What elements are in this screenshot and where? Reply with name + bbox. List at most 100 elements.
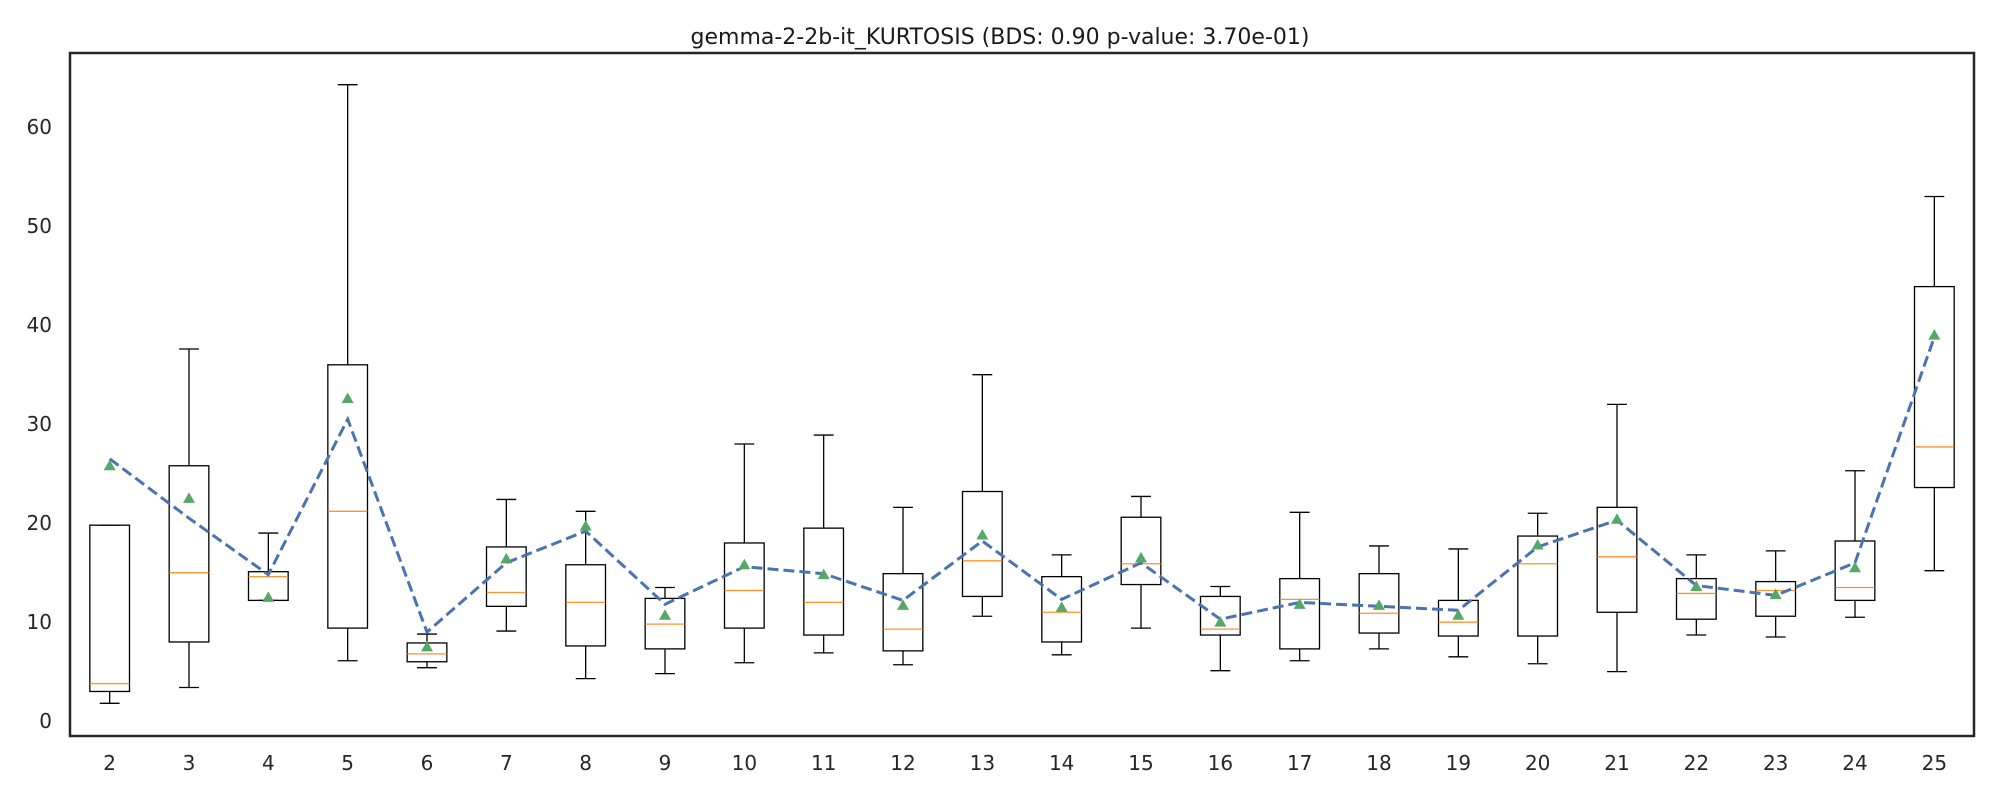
mean-marker: [1055, 601, 1068, 612]
mean-marker: [1135, 551, 1147, 563]
mean-marker: [262, 591, 275, 602]
box-group: [327, 84, 369, 662]
y-tick-label: 20: [27, 511, 52, 535]
mean-marker: [976, 529, 989, 540]
x-tick-label: 25: [1922, 751, 1947, 775]
trend-layer: [108, 336, 1936, 635]
x-tick-label: 18: [1366, 751, 1391, 775]
y-tick-label: 10: [27, 610, 52, 634]
x-tick-label: 10: [732, 751, 757, 775]
x-tick-label: 3: [183, 751, 196, 775]
mean-marker: [1611, 513, 1623, 524]
x-tick-label: 5: [341, 751, 354, 775]
box-group: [485, 498, 527, 632]
x-tick-label: 11: [811, 751, 836, 775]
box-group: [803, 434, 845, 654]
box-group: [961, 374, 1003, 617]
x-tick-label: 21: [1604, 751, 1629, 775]
box-iqr: [1755, 580, 1797, 617]
mean-marker: [738, 558, 751, 570]
box-iqr: [1596, 506, 1638, 613]
box-iqr: [1517, 535, 1559, 637]
box-group: [1596, 403, 1638, 673]
y-tick-label: 0: [39, 709, 52, 733]
box-group: [1517, 512, 1559, 665]
y-tick-label: 50: [27, 214, 52, 238]
box-group: [1437, 548, 1479, 658]
mean-markers-layer: [103, 329, 1941, 652]
box-iqr: [723, 542, 765, 629]
box-group: [644, 586, 686, 675]
trend-line: [108, 336, 1936, 635]
y-tick-label: 60: [27, 115, 52, 139]
mean-marker: [421, 640, 433, 652]
boxes-layer: [89, 84, 1955, 704]
box-iqr: [1199, 595, 1241, 636]
mean-marker: [1690, 580, 1703, 592]
x-tick-label: 24: [1842, 751, 1867, 775]
box-iqr: [1437, 599, 1479, 637]
x-tick-label: 12: [890, 751, 915, 775]
mean-marker: [341, 392, 354, 403]
mean-marker: [1214, 616, 1227, 627]
mean-marker: [1373, 599, 1385, 610]
mean-marker: [1928, 329, 1941, 340]
x-tick-label: 13: [970, 751, 995, 775]
x-tick-label: 17: [1287, 751, 1312, 775]
box-iqr: [961, 490, 1003, 598]
mean-marker: [1849, 561, 1861, 573]
mean-marker: [817, 568, 830, 580]
box-group: [1279, 511, 1321, 662]
mean-marker: [897, 599, 909, 610]
x-tick-label: 15: [1128, 751, 1153, 775]
box-group: [1199, 585, 1241, 672]
mean-marker: [1293, 598, 1306, 609]
x-tick-label: 9: [659, 751, 672, 775]
box-group: [168, 348, 210, 689]
box-group: [882, 506, 924, 666]
y-axis-ticks: 0 10 20 30 40 50 60: [27, 115, 52, 733]
box-group: [247, 532, 289, 602]
mean-marker: [659, 609, 671, 620]
box-group: [1358, 545, 1400, 650]
box-iqr: [1120, 516, 1162, 586]
box-group: [89, 524, 131, 704]
box-iqr: [1675, 577, 1717, 620]
plot-frame: [68, 51, 1976, 738]
x-tick-label: 6: [421, 751, 434, 775]
x-tick-label: 8: [579, 751, 592, 775]
box-iqr: [1913, 285, 1955, 489]
chart-title: gemma-2-2b-it_KURTOSIS (BDS: 0.90 p-valu…: [691, 25, 1310, 50]
x-tick-label: 20: [1525, 751, 1550, 775]
x-axis-ticks: 2 3 4 5 6 7 8 9 10 11 12 13 14 15 16 17 18 19 20 21 22 23 24 25: [103, 751, 1947, 775]
x-tick-label: 16: [1208, 751, 1233, 775]
box-iqr: [89, 524, 131, 693]
x-tick-label: 19: [1446, 751, 1471, 775]
mean-marker: [1531, 538, 1544, 550]
y-tick-label: 30: [27, 412, 52, 436]
box-iqr: [1041, 575, 1083, 643]
x-tick-label: 23: [1763, 751, 1788, 775]
box-group: [1834, 470, 1876, 618]
x-tick-label: 22: [1684, 751, 1709, 775]
x-tick-label: 2: [103, 751, 116, 775]
mean-marker: [183, 492, 195, 503]
box-iqr: [485, 546, 527, 607]
box-iqr: [565, 564, 607, 647]
box-iqr: [168, 465, 210, 643]
mean-marker: [103, 459, 116, 471]
x-tick-label: 4: [262, 751, 275, 775]
mean-marker: [1769, 588, 1782, 599]
box-iqr: [1279, 577, 1321, 650]
x-tick-label: 14: [1049, 751, 1074, 775]
box-group: [1041, 554, 1083, 656]
mean-marker: [579, 520, 592, 531]
mean-marker: [500, 552, 513, 564]
box-iqr: [327, 364, 369, 629]
box-group: [565, 510, 607, 680]
box-group: [1913, 195, 1955, 572]
mean-marker: [1452, 609, 1465, 620]
box-group: [723, 443, 765, 664]
